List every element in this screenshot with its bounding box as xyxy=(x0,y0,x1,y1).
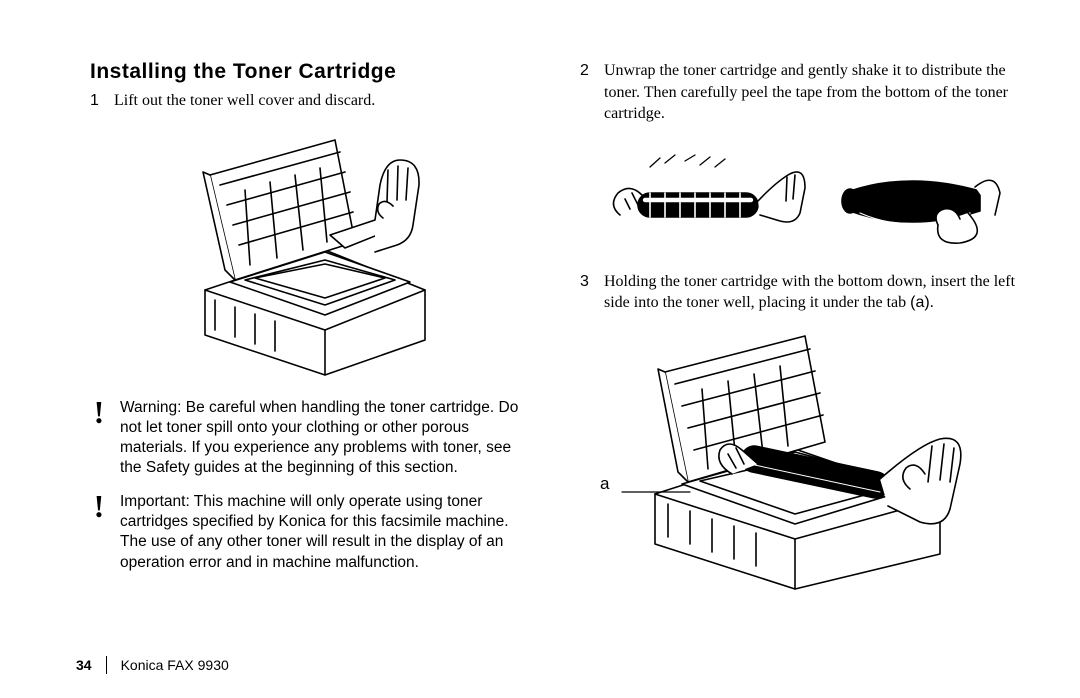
left-column: Installing the Toner Cartridge 1 Lift ou… xyxy=(90,60,530,640)
step-text: Unwrap the toner cartridge and gently sh… xyxy=(604,60,1020,125)
shake-and-peel-icon xyxy=(590,143,1010,253)
section-heading: Installing the Toner Cartridge xyxy=(90,60,530,84)
page-footer: 34 Konica FAX 9930 xyxy=(76,656,229,674)
printer-open-lid-icon xyxy=(175,130,445,380)
step-text-main: Holding the toner cartridge with the bot… xyxy=(604,273,1015,312)
page-number: 34 xyxy=(76,657,92,673)
important-note: ! Important: This machine will only oper… xyxy=(90,492,530,573)
step-text: Lift out the toner well cover and discar… xyxy=(114,90,375,112)
exclamation-icon: ! xyxy=(90,398,108,479)
step-ref: (a) xyxy=(910,294,930,311)
step-number: 2 xyxy=(580,60,594,125)
illustration-step-3-row: a xyxy=(580,324,1020,594)
page-content: Installing the Toner Cartridge 1 Lift ou… xyxy=(90,60,1020,640)
step-number: 1 xyxy=(90,90,104,112)
exclamation-icon: ! xyxy=(90,492,108,573)
insert-cartridge-icon xyxy=(620,324,970,594)
product-name: Konica FAX 9930 xyxy=(121,657,229,673)
warning-note: ! Warning: Be careful when handling the … xyxy=(90,398,530,479)
step-text-tail: . xyxy=(930,294,934,311)
illustration-step-3 xyxy=(620,324,970,594)
step-text: Holding the toner cartridge with the bot… xyxy=(604,271,1020,314)
step-1: 1 Lift out the toner well cover and disc… xyxy=(90,90,530,112)
illustration-step-2 xyxy=(580,143,1020,253)
callout-a: a xyxy=(600,474,620,494)
step-number: 3 xyxy=(580,271,594,314)
warning-text: Warning: Be careful when handling the to… xyxy=(120,398,530,479)
important-text: Important: This machine will only operat… xyxy=(120,492,530,573)
step-2: 2 Unwrap the toner cartridge and gently … xyxy=(580,60,1020,125)
footer-divider xyxy=(106,656,107,674)
right-column: 2 Unwrap the toner cartridge and gently … xyxy=(580,60,1020,640)
illustration-step-1 xyxy=(90,130,530,380)
step-3: 3 Holding the toner cartridge with the b… xyxy=(580,271,1020,314)
